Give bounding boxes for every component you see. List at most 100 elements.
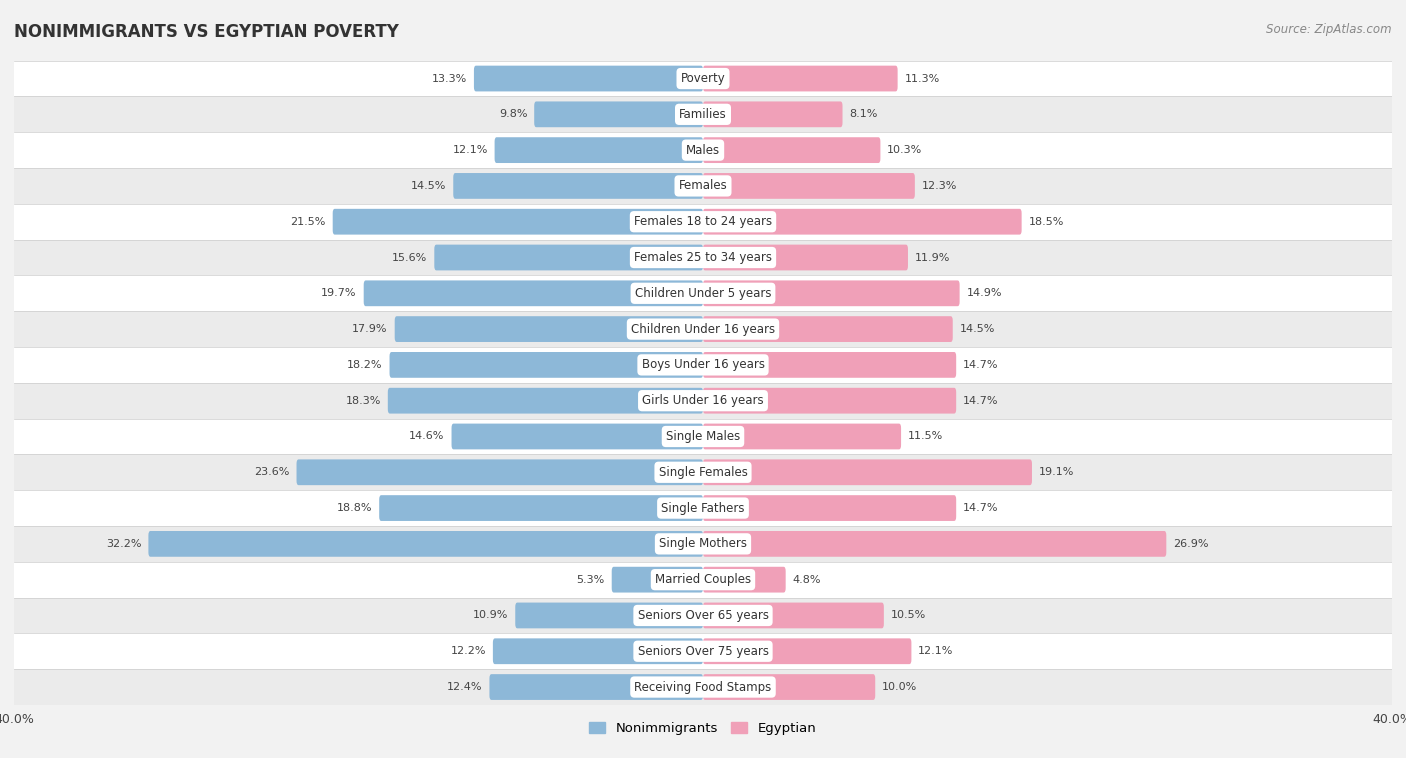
Text: 18.3%: 18.3%	[346, 396, 381, 406]
Text: Boys Under 16 years: Boys Under 16 years	[641, 359, 765, 371]
Text: Married Couples: Married Couples	[655, 573, 751, 586]
Bar	[14, 132, 1392, 168]
FancyBboxPatch shape	[703, 316, 953, 342]
Text: 14.9%: 14.9%	[966, 288, 1002, 299]
FancyBboxPatch shape	[380, 495, 703, 521]
Text: Single Fathers: Single Fathers	[661, 502, 745, 515]
FancyBboxPatch shape	[703, 388, 956, 414]
Bar	[14, 669, 1392, 705]
Text: 12.1%: 12.1%	[453, 145, 488, 155]
Text: Males: Males	[686, 143, 720, 157]
FancyBboxPatch shape	[434, 245, 703, 271]
Text: 19.1%: 19.1%	[1039, 467, 1074, 478]
Text: 14.5%: 14.5%	[411, 181, 446, 191]
FancyBboxPatch shape	[388, 388, 703, 414]
Text: 12.2%: 12.2%	[450, 647, 486, 656]
FancyBboxPatch shape	[515, 603, 703, 628]
FancyBboxPatch shape	[703, 137, 880, 163]
Bar	[14, 240, 1392, 275]
FancyBboxPatch shape	[703, 102, 842, 127]
FancyBboxPatch shape	[453, 173, 703, 199]
Text: 18.5%: 18.5%	[1029, 217, 1064, 227]
Bar	[14, 454, 1392, 490]
Text: 5.3%: 5.3%	[576, 575, 605, 584]
FancyBboxPatch shape	[703, 674, 875, 700]
Text: 12.3%: 12.3%	[922, 181, 957, 191]
Bar	[14, 562, 1392, 597]
Text: 4.8%: 4.8%	[793, 575, 821, 584]
Text: Seniors Over 65 years: Seniors Over 65 years	[637, 609, 769, 622]
FancyBboxPatch shape	[389, 352, 703, 377]
Text: NONIMMIGRANTS VS EGYPTIAN POVERTY: NONIMMIGRANTS VS EGYPTIAN POVERTY	[14, 23, 399, 41]
Text: Females 18 to 24 years: Females 18 to 24 years	[634, 215, 772, 228]
FancyBboxPatch shape	[703, 66, 897, 92]
Text: Source: ZipAtlas.com: Source: ZipAtlas.com	[1267, 23, 1392, 36]
FancyBboxPatch shape	[703, 603, 884, 628]
Text: Females: Females	[679, 180, 727, 193]
FancyBboxPatch shape	[703, 173, 915, 199]
Text: 10.9%: 10.9%	[472, 610, 509, 621]
Text: 15.6%: 15.6%	[392, 252, 427, 262]
Bar	[14, 490, 1392, 526]
Text: 11.3%: 11.3%	[904, 74, 939, 83]
FancyBboxPatch shape	[703, 531, 1167, 556]
Text: 12.4%: 12.4%	[447, 682, 482, 692]
Text: Single Males: Single Males	[666, 430, 740, 443]
FancyBboxPatch shape	[703, 352, 956, 377]
Bar	[14, 526, 1392, 562]
Text: Poverty: Poverty	[681, 72, 725, 85]
Text: 10.5%: 10.5%	[891, 610, 927, 621]
FancyBboxPatch shape	[703, 459, 1032, 485]
Text: 12.1%: 12.1%	[918, 647, 953, 656]
Text: Single Females: Single Females	[658, 465, 748, 479]
Text: 26.9%: 26.9%	[1173, 539, 1209, 549]
FancyBboxPatch shape	[534, 102, 703, 127]
FancyBboxPatch shape	[333, 208, 703, 235]
Text: 13.3%: 13.3%	[432, 74, 467, 83]
Text: Children Under 5 years: Children Under 5 years	[634, 287, 772, 300]
Bar	[14, 634, 1392, 669]
FancyBboxPatch shape	[612, 567, 703, 593]
FancyBboxPatch shape	[703, 495, 956, 521]
Bar	[14, 383, 1392, 418]
Text: 32.2%: 32.2%	[105, 539, 142, 549]
Bar	[14, 96, 1392, 132]
FancyBboxPatch shape	[364, 280, 703, 306]
Text: Families: Families	[679, 108, 727, 121]
Text: 10.0%: 10.0%	[882, 682, 917, 692]
Text: 14.7%: 14.7%	[963, 503, 998, 513]
FancyBboxPatch shape	[703, 280, 960, 306]
FancyBboxPatch shape	[489, 674, 703, 700]
FancyBboxPatch shape	[451, 424, 703, 449]
FancyBboxPatch shape	[494, 638, 703, 664]
FancyBboxPatch shape	[297, 459, 703, 485]
Text: 14.7%: 14.7%	[963, 396, 998, 406]
Text: 17.9%: 17.9%	[353, 324, 388, 334]
Text: 14.6%: 14.6%	[409, 431, 444, 441]
Text: 14.5%: 14.5%	[960, 324, 995, 334]
Text: 11.5%: 11.5%	[908, 431, 943, 441]
Text: 23.6%: 23.6%	[254, 467, 290, 478]
Bar	[14, 204, 1392, 240]
Text: 14.7%: 14.7%	[963, 360, 998, 370]
Bar	[14, 418, 1392, 454]
Bar	[14, 275, 1392, 312]
FancyBboxPatch shape	[703, 245, 908, 271]
Bar	[14, 61, 1392, 96]
Bar	[14, 347, 1392, 383]
FancyBboxPatch shape	[703, 638, 911, 664]
Legend: Nonimmigrants, Egyptian: Nonimmigrants, Egyptian	[583, 716, 823, 741]
Text: 8.1%: 8.1%	[849, 109, 877, 119]
Text: Receiving Food Stamps: Receiving Food Stamps	[634, 681, 772, 694]
Text: 9.8%: 9.8%	[499, 109, 527, 119]
Bar	[14, 312, 1392, 347]
Text: Seniors Over 75 years: Seniors Over 75 years	[637, 645, 769, 658]
Text: Girls Under 16 years: Girls Under 16 years	[643, 394, 763, 407]
Text: 11.9%: 11.9%	[915, 252, 950, 262]
Text: Females 25 to 34 years: Females 25 to 34 years	[634, 251, 772, 264]
Text: 21.5%: 21.5%	[291, 217, 326, 227]
Text: 19.7%: 19.7%	[322, 288, 357, 299]
Text: 10.3%: 10.3%	[887, 145, 922, 155]
FancyBboxPatch shape	[395, 316, 703, 342]
Text: Single Mothers: Single Mothers	[659, 537, 747, 550]
